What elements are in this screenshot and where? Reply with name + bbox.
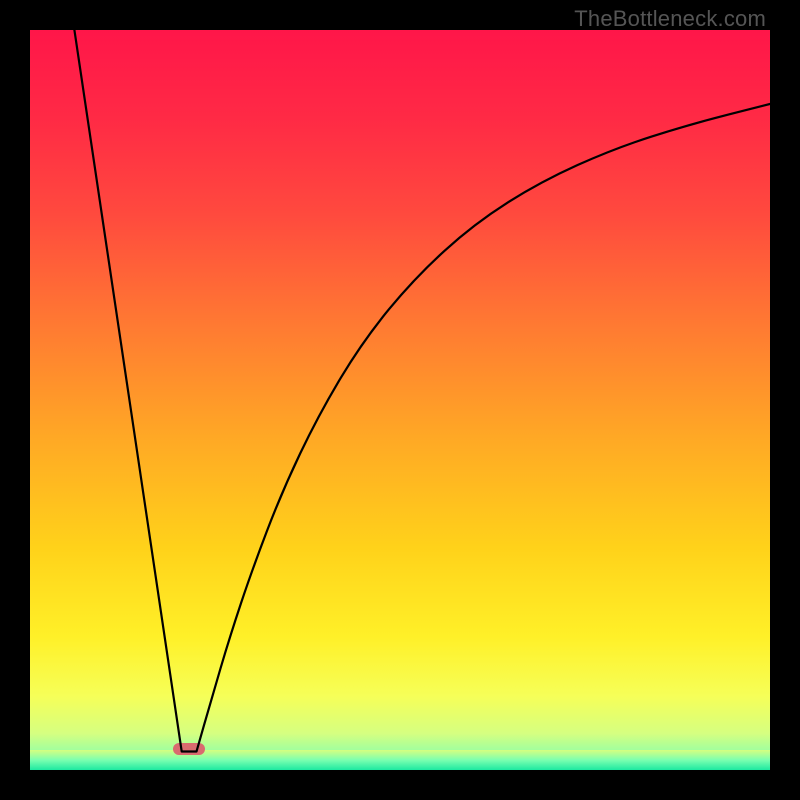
curve xyxy=(30,30,770,770)
watermark: TheBottleneck.com xyxy=(574,6,766,32)
plot-area xyxy=(30,30,770,770)
